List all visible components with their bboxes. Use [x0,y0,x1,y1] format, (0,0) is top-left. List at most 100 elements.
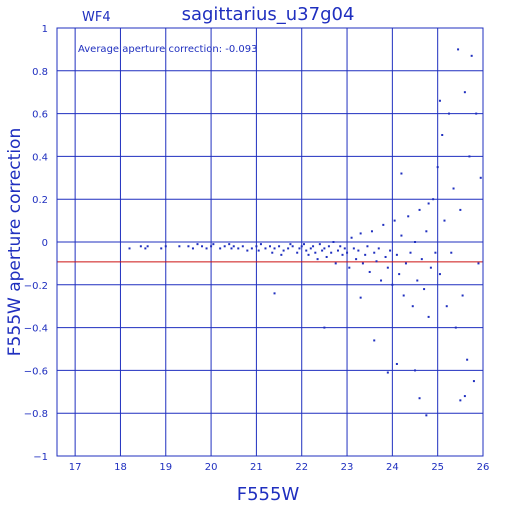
data-point [450,251,453,254]
data-point [416,279,419,282]
data-point [459,399,462,402]
data-point [477,262,480,265]
data-point [459,208,462,211]
data-point [398,273,401,276]
data-point [330,251,333,254]
data-point [382,223,385,226]
data-point [373,339,376,342]
x-tick-label: 20 [205,462,218,473]
data-point [361,262,364,265]
data-point [160,247,163,250]
data-point [402,294,405,297]
y-axis-label: F555W aperture correction [5,128,25,356]
data-point [280,253,283,256]
data-point [298,247,301,250]
data-point [436,166,439,169]
y-tick-label: 0.6 [32,110,48,121]
data-point [350,236,353,239]
data-points [128,48,482,417]
data-point [423,288,426,291]
data-point [339,245,342,248]
data-point [357,249,360,252]
data-point [230,247,233,250]
data-point [314,251,317,254]
data-point [187,245,190,248]
data-point [386,371,389,374]
data-point [391,283,394,286]
data-point [196,243,199,246]
average-annotation: Average aperture correction: -0.093 [78,44,258,55]
data-point [223,245,226,248]
data-point [255,245,258,248]
data-point [302,243,305,246]
data-point [475,112,478,115]
x-tick-label: 24 [386,462,399,473]
y-tick-label: −0.2 [24,281,48,292]
data-point [395,362,398,365]
data-point [418,208,421,211]
data-point [291,245,294,248]
data-point [232,245,235,248]
data-point [445,305,448,308]
data-point [448,112,451,115]
y-tick-label: 0.4 [32,152,48,163]
data-point [309,247,312,250]
y-tick-label: 1 [42,24,48,35]
data-point [210,245,213,248]
data-point [219,247,222,250]
y-tick-label: −1 [33,452,48,463]
data-point [400,234,403,237]
data-point [425,230,428,233]
y-tick-label: 0.8 [32,67,48,78]
data-point [409,251,412,254]
data-point [139,245,142,248]
data-point [144,247,147,250]
data-point [205,247,208,250]
data-point [468,155,471,158]
data-point [414,241,417,243]
data-point [305,249,308,252]
x-tick-label: 26 [477,462,490,473]
data-point [359,232,362,235]
data-point [355,258,358,261]
data-point [393,219,396,222]
data-point [389,249,392,252]
data-point [307,253,310,256]
data-point [228,243,231,246]
x-tick-label: 17 [69,462,82,473]
data-point [400,172,403,175]
x-axis-label: F555W [237,484,300,505]
data-point [457,48,460,51]
data-point [334,262,337,265]
data-point [411,305,414,308]
data-point [463,91,466,94]
y-tick-label: −0.6 [24,366,48,377]
data-point [241,245,244,248]
data-point [438,273,441,276]
data-point [441,134,444,136]
data-point [366,245,369,248]
x-tick-label: 23 [341,462,354,473]
data-point [259,243,262,246]
data-point [472,380,475,383]
data-point [407,215,410,218]
data-point [323,247,326,250]
chart-title: sagittarius_u37g04 [182,4,355,25]
data-point [425,414,428,417]
data-point [318,243,321,246]
data-point [427,315,430,318]
data-point [352,247,355,250]
data-point [273,247,276,250]
data-point [454,326,457,329]
data-point [289,243,292,246]
data-point [380,279,383,282]
data-point [395,253,398,256]
data-point [271,251,274,254]
data-point [341,253,344,256]
data-point [264,247,267,250]
data-point [269,245,271,248]
data-point [420,258,423,261]
data-point [278,245,281,248]
chip-label: WF4 [82,10,111,25]
